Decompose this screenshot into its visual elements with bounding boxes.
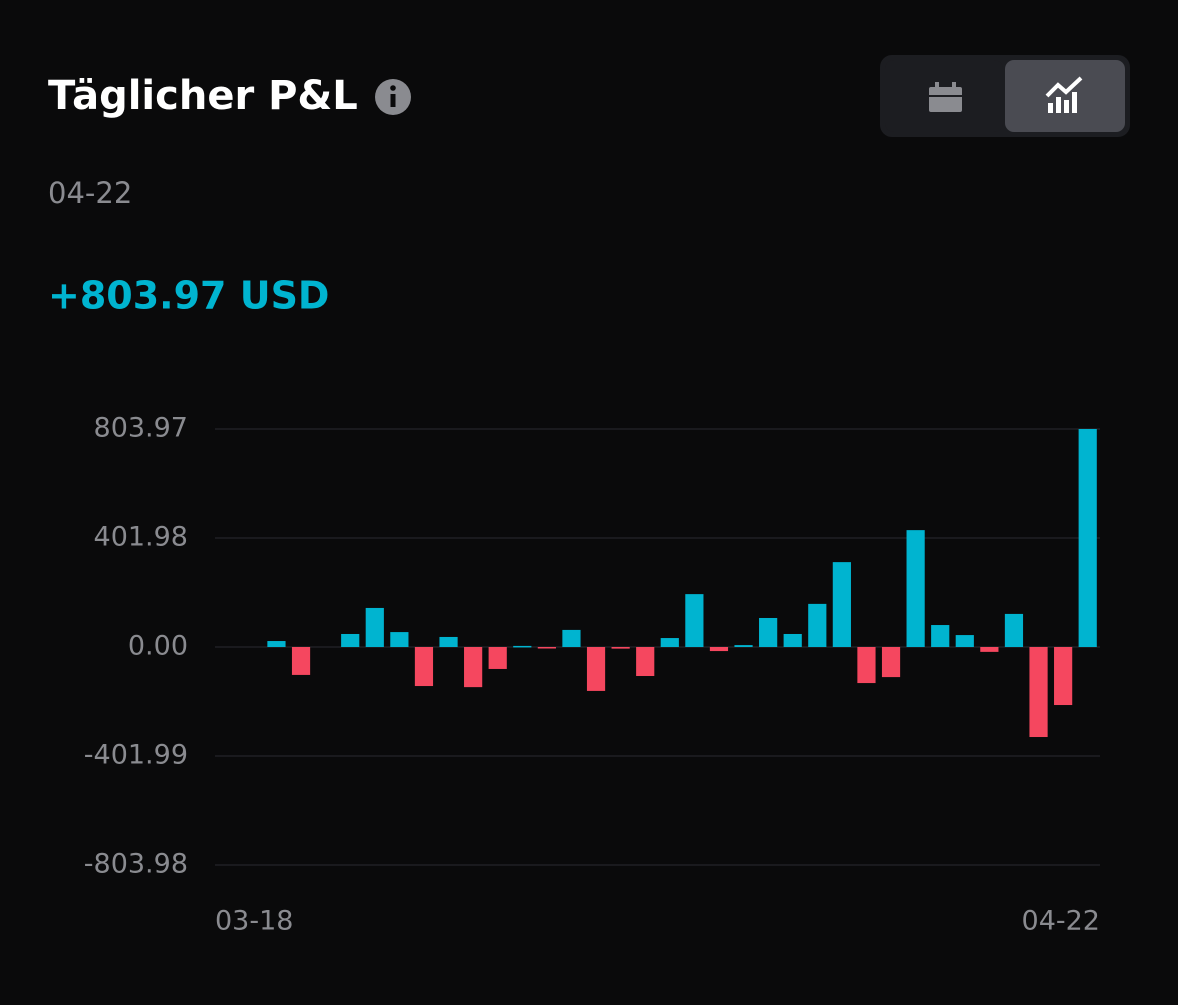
bar	[832, 562, 851, 647]
bar	[1004, 613, 1024, 647]
bar	[488, 646, 507, 669]
selected-value: +803.97 USD	[48, 274, 329, 318]
chart-view-button[interactable]	[1005, 60, 1125, 132]
bar	[365, 607, 384, 647]
bar	[291, 646, 311, 675]
info-icon[interactable]	[375, 79, 411, 115]
bar	[980, 646, 999, 652]
bar	[562, 629, 581, 647]
y-tick-label: 401.98	[94, 522, 188, 553]
bar	[513, 645, 532, 648]
bar	[857, 646, 876, 684]
title: Täglicher P&L	[48, 73, 358, 119]
bar	[734, 645, 753, 647]
bar	[808, 603, 827, 647]
y-tick-label: 803.97	[94, 413, 188, 444]
bar	[267, 641, 286, 647]
bar	[414, 646, 434, 687]
selected-date: 04-22	[48, 176, 132, 210]
y-tick-label: 0.00	[128, 630, 188, 661]
bar	[464, 646, 483, 688]
y-tick-label: -803.98	[84, 849, 188, 880]
bar	[931, 625, 950, 647]
bar	[709, 646, 729, 652]
plot: -803.98 -401.99 0.00 401.98 803.97 03-18 04-22	[84, 413, 1100, 937]
bar	[1054, 646, 1073, 706]
y-tick-label: -401.99	[84, 739, 188, 770]
bar	[611, 646, 630, 649]
bar	[955, 635, 974, 647]
bar	[906, 530, 925, 647]
bar	[881, 646, 901, 678]
x-tick-label: 04-22	[1022, 906, 1100, 937]
bar	[586, 646, 606, 691]
bar	[685, 594, 704, 647]
bar	[1029, 646, 1048, 738]
bar	[660, 638, 679, 647]
bar	[783, 633, 802, 647]
x-tick-label: 03-18	[215, 906, 293, 937]
calendar-view-button[interactable]	[885, 60, 1003, 132]
bar	[439, 636, 458, 647]
bar	[759, 617, 778, 647]
bar	[1078, 429, 1097, 647]
bar	[537, 646, 556, 649]
bar	[636, 646, 655, 677]
bar	[390, 632, 409, 647]
bar	[341, 633, 360, 647]
